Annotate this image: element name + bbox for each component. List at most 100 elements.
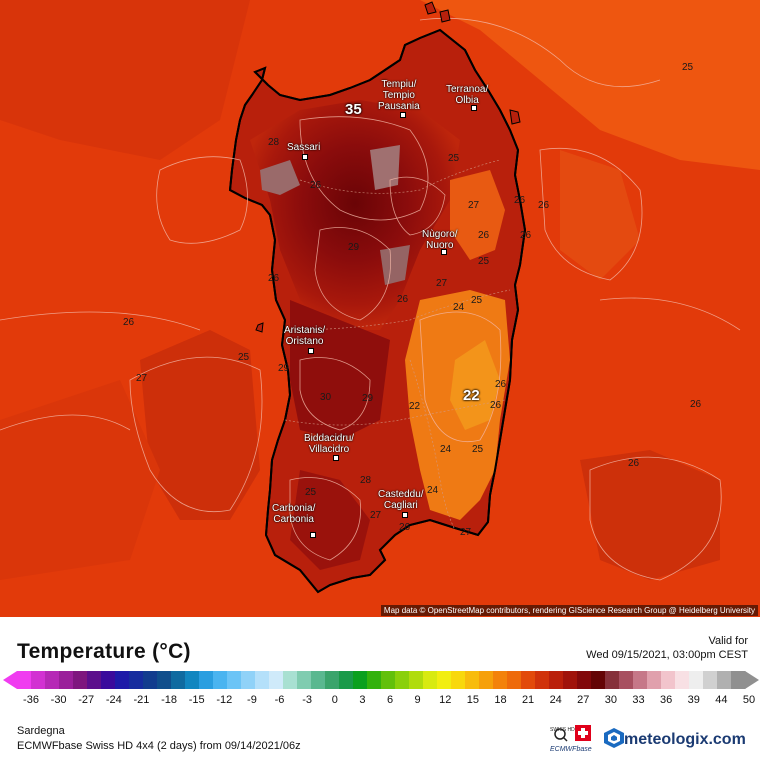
isotherm-value-label: 26: [520, 230, 532, 241]
scale-cell: [605, 671, 620, 689]
island-small: [509, 109, 521, 125]
scale-cell: [213, 671, 228, 689]
scale-cell: [143, 671, 158, 689]
city-tempio-line1: Tempiu/ Tempio Pausania: [378, 79, 420, 112]
isotherm-value-label: 24: [427, 485, 439, 496]
scale-cell: [87, 671, 102, 689]
scale-tick-label: -24: [105, 694, 122, 706]
cool-ne: [450, 170, 505, 260]
valid-date: Wed 09/15/2021, 03:00pm CEST: [586, 649, 748, 661]
scale-tick-label: 27: [577, 694, 590, 706]
scale-tick-label: 0: [331, 694, 338, 706]
scale-cell: [479, 671, 494, 689]
scale-cell: [73, 671, 88, 689]
model-run-label: ECMWFbase Swiss HD 4x4 (2 days) from 09/…: [17, 740, 301, 752]
city-label-carbonia: Carbonia/ Carbonia: [272, 503, 315, 525]
city-marker[interactable]: [441, 249, 447, 255]
scale-cell: [437, 671, 452, 689]
scale-cell: [465, 671, 480, 689]
scale-cell: [423, 671, 438, 689]
city-label-oristano: Aristanis/ Oristano: [284, 325, 325, 347]
city-marker[interactable]: [400, 112, 406, 118]
scale-cell: [101, 671, 116, 689]
brand-name[interactable]: meteologix.com: [624, 731, 746, 748]
scale-tick-label: -6: [274, 694, 285, 706]
scale-cell: [577, 671, 592, 689]
scale-tick-label: 30: [604, 694, 618, 706]
meteologix-logo-icon: [604, 728, 624, 748]
scale-cell: [619, 671, 634, 689]
isotherm-value-label: 25: [471, 295, 483, 306]
hot-patch: [260, 160, 300, 195]
scale-cell: [661, 671, 676, 689]
coastline: [228, 28, 527, 594]
scale-tick-label: 18: [494, 694, 507, 706]
scale-cell: [325, 671, 340, 689]
scale-cell: [129, 671, 144, 689]
scale-tick-label: 33: [632, 694, 645, 706]
scale-cell: [395, 671, 410, 689]
scale-cell: [31, 671, 46, 689]
scale-cell: [675, 671, 690, 689]
hot-core-south: [290, 470, 370, 570]
legend-title: Temperature (°C): [17, 640, 191, 663]
coolest-east: [450, 340, 500, 430]
color-scale: [3, 671, 759, 689]
scale-cell: [353, 671, 368, 689]
isotherm-value-label: 27: [468, 200, 480, 211]
scale-tick-label: 39: [687, 694, 700, 706]
isotherm-value-label: 22: [409, 401, 421, 412]
city-marker[interactable]: [402, 512, 408, 518]
scale-cell: [451, 671, 466, 689]
scale-cell: [549, 671, 564, 689]
scale-tick-label: -27: [78, 694, 95, 706]
brand-area[interactable]: SWISS HD ECMWFbase: [548, 722, 758, 754]
isotherm-value-label: 26: [123, 317, 135, 328]
city-nuoro-text: Nùgoro/ Nuoro: [422, 229, 458, 251]
badge-bottom-text: ECMWFbase: [550, 746, 592, 753]
city-marker[interactable]: [333, 455, 339, 461]
city-marker[interactable]: [302, 154, 308, 160]
isotherm-value-label: 26: [538, 200, 550, 211]
city-label-villacidro: Biddacidru/ Villacidro: [304, 433, 354, 455]
scale-cell: [647, 671, 662, 689]
scale-cell: [241, 671, 256, 689]
scale-cell: [731, 671, 746, 689]
isotherm-value-label: 25: [472, 444, 484, 455]
temperature-map[interactable]: Tempiu/ Tempio Pausania Terranoa/ Olbia …: [0, 0, 760, 617]
valid-for-label: Valid for: [708, 635, 748, 647]
isotherm-value-label: 29: [278, 363, 290, 374]
scale-cell: [591, 671, 606, 689]
scale-cell: [283, 671, 298, 689]
map-attribution[interactable]: Map data © OpenStreetMap contributors, r…: [380, 605, 758, 616]
isotherm-value-label: 28: [268, 137, 280, 148]
scale-cell: [703, 671, 718, 689]
scale-tick-label: 44: [715, 694, 728, 706]
isotherm-value-label: 30: [320, 392, 332, 403]
isotherm-value-label: 26: [628, 458, 640, 469]
scale-cell: [311, 671, 326, 689]
scale-tick-label: -18: [161, 694, 178, 706]
isotherm-value-label: 26: [690, 399, 702, 410]
isotherm-value-label: 24: [440, 444, 452, 455]
island-small: [439, 9, 451, 23]
scale-cell: [255, 671, 270, 689]
scale-cell: [535, 671, 550, 689]
isotherm-value-label: 26: [399, 522, 411, 533]
isotherm-value-label: 27: [370, 510, 382, 521]
city-marker[interactable]: [471, 105, 477, 111]
scale-cell: [563, 671, 578, 689]
city-marker[interactable]: [308, 348, 314, 354]
scale-cell: [507, 671, 522, 689]
scale-tick-label: 21: [521, 694, 535, 706]
isotherm-value-label: 26: [514, 195, 526, 206]
isotherm-value-label: 24: [453, 302, 465, 313]
region-label: Sardegna: [17, 725, 65, 737]
hot-patch: [370, 145, 400, 190]
isotherm-value-label: 27: [136, 373, 148, 384]
color-scale-ticks: -36 -30 -27 -24 -21 -18 -15 -12 -9 -6 -3 0 3 6 9 12 15 18…: [0, 694, 760, 708]
isotherm-value-label: 27: [436, 278, 448, 289]
isotherm-value-label: 26: [310, 180, 322, 191]
city-marker[interactable]: [310, 532, 316, 538]
scale-tick-label: 9: [414, 694, 421, 706]
